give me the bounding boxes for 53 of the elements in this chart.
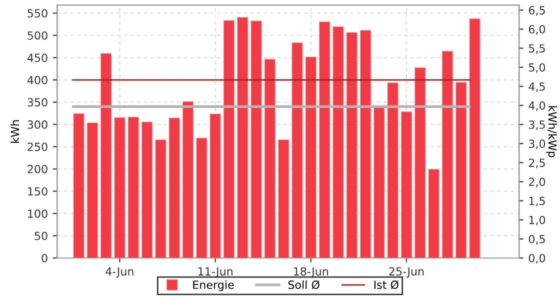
y2-tick-label: 4,0 xyxy=(528,101,546,111)
y-tick-label: 500 xyxy=(28,31,48,40)
y2-tick-label: 4,5 xyxy=(528,82,545,92)
y2-tick-label: 2,0 xyxy=(528,178,546,188)
y-tick-label: 250 xyxy=(28,142,48,152)
bar xyxy=(141,121,153,258)
y-tick-label: 550 xyxy=(28,9,48,18)
bar xyxy=(196,137,208,258)
y-tick-label: 150 xyxy=(28,187,48,196)
bar xyxy=(154,139,167,258)
bar xyxy=(373,107,386,258)
y2-axis-title: kWh/kWp xyxy=(546,106,557,158)
x-tick-label: 25-Jun xyxy=(389,267,424,278)
y-tick-label: 400 xyxy=(27,76,48,84)
bar xyxy=(114,116,126,258)
bar xyxy=(386,82,399,258)
x-tick-label: 18-Jun xyxy=(294,267,328,278)
legend-label: Soll Ø xyxy=(288,280,320,290)
bar xyxy=(127,116,140,258)
bar xyxy=(250,20,262,258)
y2-tick-label: 2,5 xyxy=(528,158,545,168)
y-tick-label: 50 xyxy=(34,232,48,240)
legend-label: Ist Ø xyxy=(374,280,398,290)
bar xyxy=(72,112,85,258)
bar xyxy=(346,32,358,258)
y-tick-label: 350 xyxy=(28,98,48,107)
y-tick-label: 0 xyxy=(42,254,48,262)
y-tick-label: 300 xyxy=(28,120,48,129)
bar xyxy=(428,168,440,258)
bar xyxy=(468,18,481,258)
y-tick-label: 200 xyxy=(28,164,48,174)
x-tick-label: 4-Jun xyxy=(106,267,134,278)
bar xyxy=(332,26,344,258)
y2-tick-label: 1,0 xyxy=(529,216,546,226)
y2-tick-label: 5,0 xyxy=(529,63,546,73)
y-tick-label: 450 xyxy=(27,54,48,62)
y2-tick-label: 6,5 xyxy=(528,6,545,16)
y2-tick-label: 5,5 xyxy=(529,44,545,54)
y2-tick-label: 3,0 xyxy=(528,140,546,150)
y-axis-title: kWh xyxy=(10,120,20,143)
y2-tick-label: 0,5 xyxy=(528,234,545,244)
y2-tick-label: 1,5 xyxy=(529,196,545,206)
y-tick-label: 100 xyxy=(28,209,48,218)
bar xyxy=(182,100,194,258)
legend-label: Energie xyxy=(193,280,234,292)
bar xyxy=(168,117,180,258)
y2-tick-label: 6,0 xyxy=(528,25,546,35)
bar xyxy=(360,30,372,258)
bar xyxy=(209,113,222,258)
y2-tick-label: 3,5 xyxy=(528,120,545,130)
y2-tick-label: 0,0 xyxy=(528,254,546,264)
x-tick-label: 11-Jun xyxy=(198,267,232,278)
bar xyxy=(291,42,304,258)
